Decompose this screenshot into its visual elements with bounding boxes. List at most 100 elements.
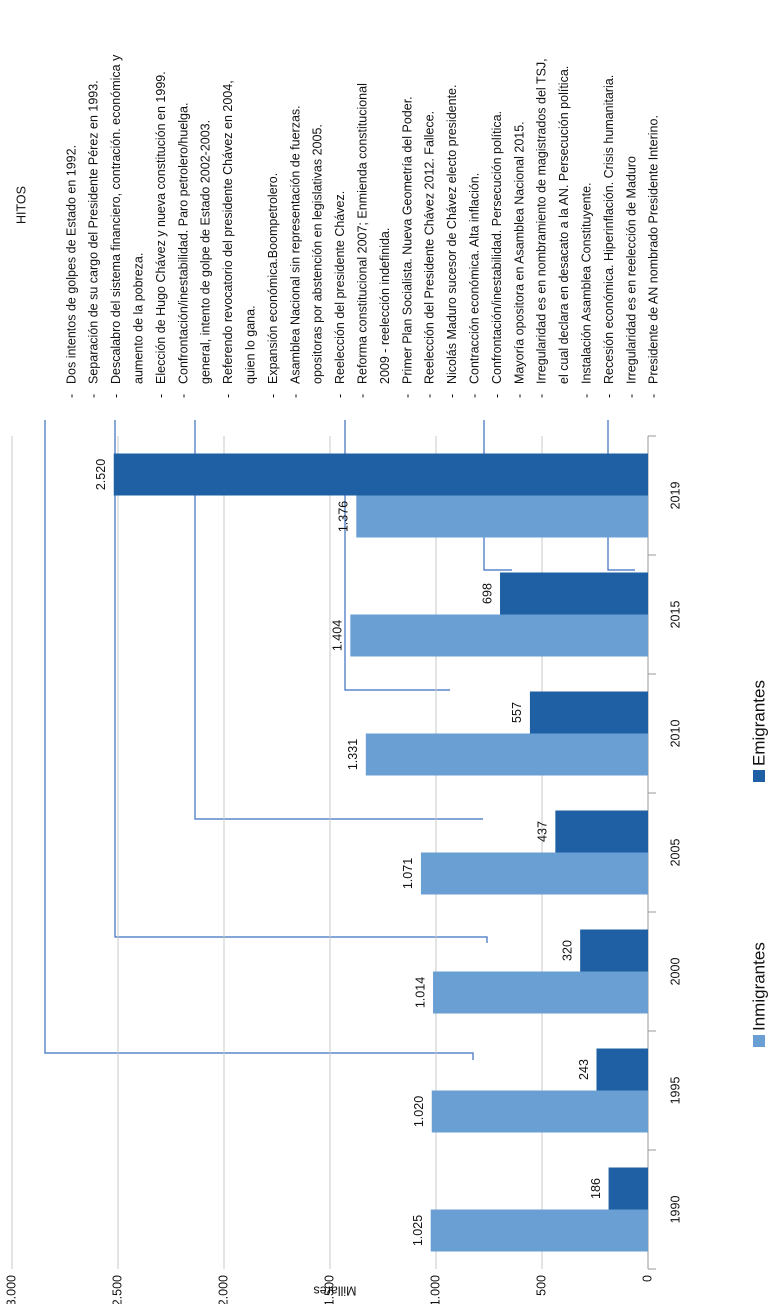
hito-dash: -: [333, 394, 347, 398]
hito-line: Reforma constitucional 2007; Enmienda co…: [355, 83, 369, 384]
y-tick-label: 1.000: [428, 1275, 442, 1304]
y-tick-label: 2.000: [216, 1275, 230, 1304]
hito-dash: -: [602, 394, 616, 398]
hito-dash: -: [647, 394, 661, 398]
bar: [420, 852, 648, 895]
hito-line: Dos intentos de golpes de Estado en 1992…: [64, 145, 78, 384]
bar: [529, 691, 649, 734]
hito-line: Presidente de AN nombrado Presidente Int…: [647, 115, 661, 384]
x-tick-label: 1995: [668, 1077, 682, 1105]
bar: [350, 614, 648, 657]
hito-dash: -: [467, 394, 481, 398]
hito-dash: -: [624, 394, 638, 398]
hito-line: Recesión económica. Hiperinflación. Cris…: [602, 75, 616, 384]
hito-line: aumento de la pobreza.: [131, 253, 145, 384]
value-label: 1.404: [331, 620, 345, 651]
x-tick-label: 2005: [668, 839, 682, 867]
y-axis-label: Millares: [313, 1284, 356, 1298]
legend-label: Inmigrantes: [749, 942, 768, 1031]
bar: [596, 1048, 649, 1091]
hito-line: Mayoría opositora en Asamblea Nacional 2…: [512, 121, 526, 384]
bar: [430, 1209, 649, 1252]
hito-line: Irregularidad es en nombramiento de magi…: [535, 58, 549, 384]
value-label: 1.071: [401, 858, 415, 889]
x-tick-label: 1990: [668, 1196, 682, 1224]
hito-dash: -: [400, 394, 414, 398]
hito-line: Primer Plan Socialista. Nueva Geometría …: [400, 96, 414, 384]
hito-line: Confrontación/inestabilidad. Persecución…: [490, 111, 504, 384]
value-label: 320: [560, 940, 574, 961]
hito-line: el cual declara en desacato a la AN. Per…: [557, 66, 571, 384]
value-label: 698: [480, 583, 494, 604]
rotated-chart: HITOS Millares 0 500 1.000 1.500 2.000 2.500 3…: [4, 54, 768, 1304]
bar: [580, 929, 648, 972]
connector: [114, 420, 488, 943]
x-tick-label: 2019: [668, 482, 682, 510]
hito-dash: -: [512, 394, 526, 398]
hito-dash: -: [64, 394, 78, 398]
hito-line: Nicolás Maduro sucesor de Chávez electo …: [445, 85, 459, 384]
hito-line: quien lo gana.: [243, 305, 257, 384]
value-label: 1.014: [413, 977, 427, 1008]
hito-dash: -: [221, 394, 235, 398]
value-label: 243: [577, 1059, 591, 1080]
hito-line: Instalación Asamblea Constituyente.: [579, 182, 593, 384]
hito-dash: -: [109, 394, 123, 398]
bar: [433, 971, 649, 1014]
hito-line: Confrontación/inestabilidad. Paro petrol…: [176, 103, 190, 384]
hito-line: Reelección del Presidente Chávez 2012. F…: [423, 111, 437, 384]
hito-line: Separación de su cargo del Presidente Pé…: [87, 80, 101, 384]
bar: [113, 453, 648, 496]
value-label: 1.376: [337, 501, 351, 532]
bar: [365, 733, 648, 776]
hito-line: Reelección del presidente Chávez.: [333, 191, 347, 384]
x-tick-label: 2015: [668, 601, 682, 629]
legend-swatch: [753, 1035, 765, 1047]
hito-line: Asamblea Nacional sin representación de …: [288, 105, 302, 384]
hito-line: Referendo revocatorio del presidente Chá…: [221, 80, 235, 384]
connector: [44, 420, 474, 1060]
y-tick-label: 3.000: [4, 1275, 18, 1304]
connector: [344, 420, 450, 691]
bar: [555, 810, 649, 853]
bar: [608, 1167, 648, 1210]
bar: [500, 572, 648, 615]
y-tick-label: 2.500: [110, 1275, 124, 1304]
connector: [194, 420, 483, 820]
hito-dash: -: [423, 394, 437, 398]
hito-dash: -: [87, 394, 101, 398]
bar: [431, 1090, 649, 1133]
hito-line: general, intento de golpe de Estado 2002…: [199, 120, 213, 384]
value-label: 1.025: [411, 1215, 425, 1246]
value-label: 1.331: [346, 739, 360, 770]
legend-label: Emigrantes: [749, 680, 768, 766]
hitos-title: HITOS: [14, 186, 28, 224]
y-tick-label: 500: [534, 1275, 548, 1296]
value-label: 1.020: [412, 1096, 426, 1127]
x-tick-label: 2000: [668, 958, 682, 986]
hito-line: opositoras por abstención en legislativa…: [311, 124, 325, 384]
hito-line: Irregularidad es en reelección de Maduro: [624, 156, 638, 384]
hito-line: Contracción económica. Alta inflación.: [467, 173, 481, 384]
bar: [356, 495, 648, 538]
hito-dash: -: [154, 394, 168, 398]
value-label: 186: [589, 1178, 603, 1199]
y-tick-label: 1.500: [322, 1275, 336, 1304]
hito-dash: -: [288, 394, 302, 398]
hito-dash: -: [266, 394, 280, 398]
hito-line: 2009 - reelección indefinida.: [378, 228, 392, 384]
hito-line: Descalabro del sistema financiero, contr…: [109, 54, 123, 384]
value-label: 2.520: [94, 459, 108, 490]
hito-dash: -: [445, 394, 459, 398]
hito-line: Expansión económica.Boompetrolero.: [266, 173, 280, 384]
hito-dash: -: [535, 394, 549, 398]
value-label: 437: [536, 821, 550, 842]
hito-line: Elección de Hugo Chávez y nueva constitu…: [154, 71, 168, 384]
legend-swatch: [753, 770, 765, 782]
hito-dash: -: [355, 394, 369, 398]
x-tick-label: 2010: [668, 720, 682, 748]
y-tick-label: 0: [640, 1275, 654, 1282]
value-label: 557: [510, 702, 524, 723]
hito-dash: -: [579, 394, 593, 398]
hito-dash: -: [490, 394, 504, 398]
